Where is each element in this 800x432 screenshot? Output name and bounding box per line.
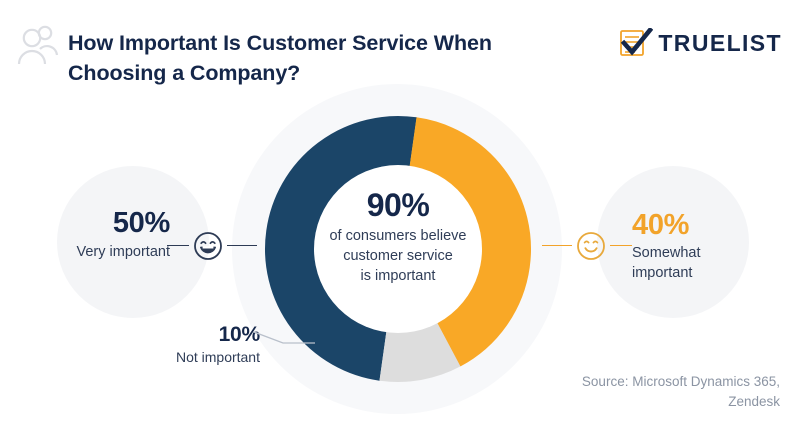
- grinning-face-icon: [194, 232, 222, 260]
- source-note: Source: Microsoft Dynamics 365, Zendesk: [480, 372, 780, 412]
- people-icon: [17, 25, 59, 65]
- center-desc-line-3: is important: [360, 268, 436, 284]
- left-caption: Very important: [76, 244, 171, 260]
- right-halo: [597, 166, 749, 318]
- title-line-2: Choosing a Company?: [68, 61, 301, 85]
- segment-somewhat-important: [265, 116, 531, 382]
- bottom-percentage: 10%: [218, 323, 261, 346]
- bottom-connector: [253, 331, 315, 344]
- left-connector-outer: [227, 245, 257, 247]
- checklist-check-icon: [620, 28, 654, 56]
- page-title: How Important Is Customer Service When C…: [68, 28, 568, 88]
- left-connector-inner: [167, 245, 189, 247]
- center-percentage: 90%: [366, 187, 430, 223]
- label-very-important: 50% Very important: [20, 206, 171, 262]
- donut-center-text: 90% of consumers believe customer servic…: [300, 186, 496, 286]
- source-line-1: Source: Microsoft Dynamics 365,: [581, 374, 780, 389]
- left-halo: [57, 166, 209, 318]
- center-description: of consumers believe customer service is…: [300, 226, 496, 286]
- smiling-face-icon: [577, 232, 605, 260]
- donut-hole: [314, 165, 482, 333]
- right-percentage: 40%: [632, 209, 690, 241]
- right-caption-line-1: Somewhat: [632, 245, 701, 261]
- source-line-2: Zendesk: [728, 394, 780, 409]
- label-not-important: 10% Not important: [80, 322, 260, 367]
- right-caption-line-2: important: [632, 265, 693, 281]
- right-caption: Somewhat important: [632, 243, 782, 283]
- label-somewhat-important: 40% Somewhat important: [632, 208, 782, 283]
- center-desc-line-1: of consumers believe: [329, 228, 467, 244]
- title-line-1: How Important Is Customer Service When: [68, 31, 492, 55]
- donut-chart: [265, 115, 531, 382]
- logo-text: TRUELIST: [658, 29, 782, 56]
- center-desc-line-2: customer service: [343, 248, 453, 264]
- left-percentage: 50%: [112, 207, 170, 239]
- right-connector-outer: [610, 245, 632, 247]
- bottom-caption: Not important: [175, 349, 260, 365]
- right-connector-inner: [542, 245, 572, 247]
- truelist-logo: TRUELIST: [619, 26, 782, 60]
